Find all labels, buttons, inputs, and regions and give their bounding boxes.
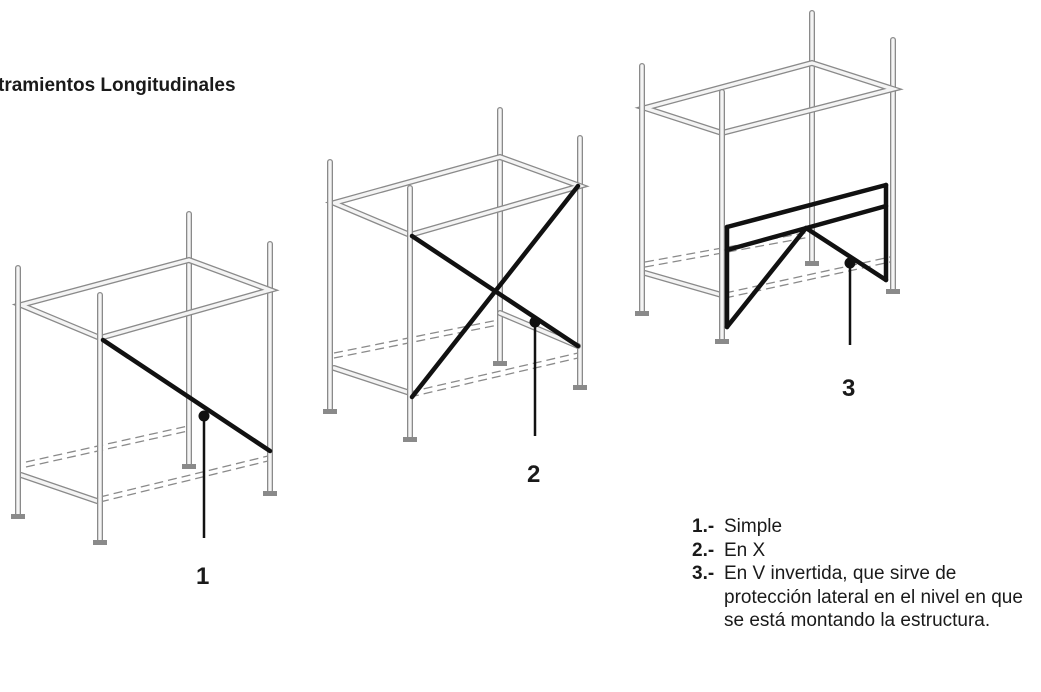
legend: 1.- Simple 2.- En X 3.- En V invertida, … [692, 515, 1037, 633]
scaffold-3-inverted-v-brace [634, 10, 904, 345]
scaffold-1-simple-brace [11, 211, 280, 545]
callout-number-2: 2 [527, 461, 541, 488]
legend-key: 1.- [692, 516, 715, 537]
legend-text: En X [724, 539, 766, 561]
legend-item-2: 2.- En X [692, 539, 1037, 563]
legend-text: En V invertida, que sirve de protección … [724, 563, 1023, 631]
page-title: tramientos Longitudinales [0, 75, 236, 96]
scaffold-2-x-brace [323, 107, 590, 442]
legend-text: Simple [724, 516, 783, 537]
legend-item-1: 1.- Simple [692, 515, 1037, 539]
callout-number-1: 1 [196, 563, 210, 590]
callout-number-3: 3 [842, 375, 856, 402]
legend-key: 3.- [692, 563, 715, 584]
legend-key: 2.- [692, 539, 715, 561]
legend-item-3: 3.- En V invertida, que sirve de protecc… [692, 562, 1037, 633]
